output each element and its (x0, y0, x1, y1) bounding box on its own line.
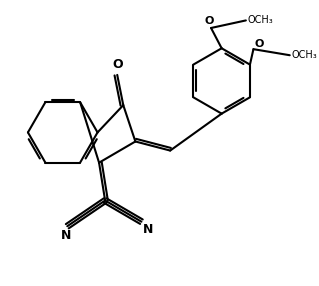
Text: OCH₃: OCH₃ (248, 15, 273, 25)
Text: N: N (61, 229, 71, 242)
Text: O: O (112, 58, 122, 71)
Text: N: N (143, 223, 153, 236)
Text: OCH₃: OCH₃ (292, 50, 317, 60)
Text: O: O (205, 15, 214, 25)
Text: O: O (254, 39, 263, 49)
